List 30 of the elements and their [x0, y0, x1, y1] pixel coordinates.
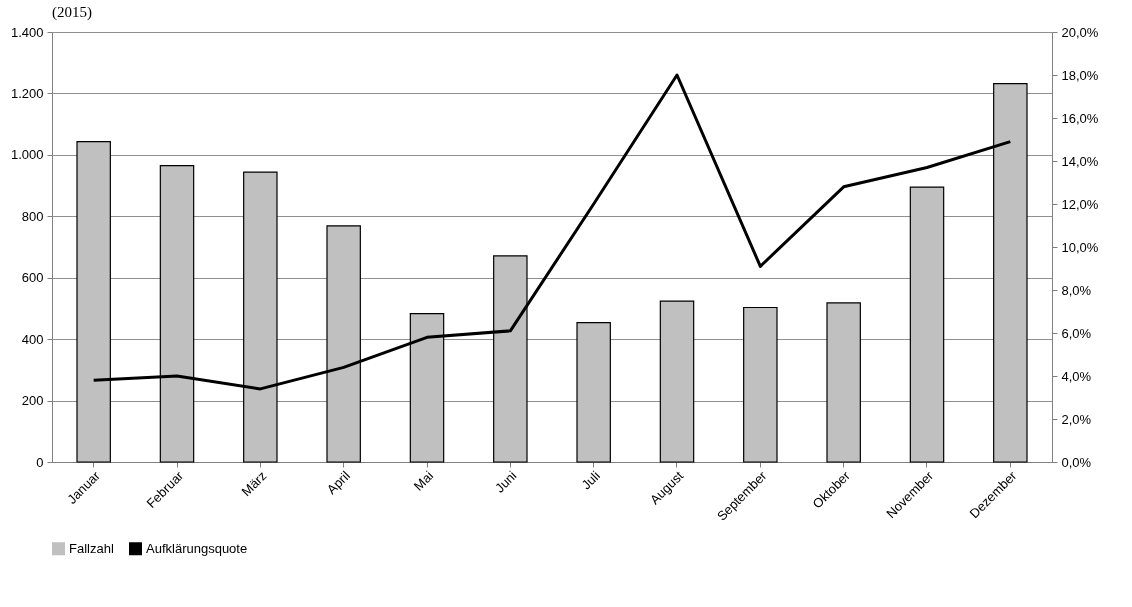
- y-tick-label: 1.200: [10, 85, 44, 101]
- bar: [743, 306, 778, 463]
- x-tick-label: Juli: [578, 468, 603, 493]
- y2-tick-label: 20,0%: [1061, 24, 1099, 40]
- x-tick-label: Mai: [410, 468, 437, 494]
- y-tick-label: 400: [21, 331, 44, 347]
- y2-tick-label: 6,0%: [1061, 325, 1092, 341]
- y-tick-label: 0: [36, 454, 44, 470]
- bar: [826, 302, 861, 463]
- y-tick-label: 1.000: [10, 147, 44, 163]
- legend-label: Fallzahl: [69, 540, 114, 556]
- x-tick-label: Juni: [492, 468, 520, 496]
- y2-tick-label: 2,0%: [1061, 411, 1092, 427]
- bar: [576, 321, 611, 463]
- y2-tick-label: 8,0%: [1061, 282, 1092, 298]
- y2-tick-label: 18,0%: [1061, 67, 1099, 83]
- y2-tick-label: 0,0%: [1061, 454, 1092, 470]
- y2-tick-label: 4,0%: [1061, 368, 1092, 384]
- bar: [909, 186, 945, 463]
- y2-tick-label: 10,0%: [1061, 239, 1099, 255]
- y-tick-label: 800: [21, 208, 44, 224]
- chart-title: (2015): [52, 4, 92, 21]
- legend-label: Aufklärungsquote: [146, 540, 248, 556]
- y-tick-label: 600: [21, 270, 44, 286]
- y2-tick-label: 12,0%: [1061, 196, 1099, 212]
- bar: [659, 300, 695, 463]
- y2-tick-label: 16,0%: [1061, 110, 1099, 126]
- y2-tick-label: 14,0%: [1061, 153, 1099, 169]
- y-tick-label: 1.400: [10, 24, 44, 40]
- y-tick-label: 200: [21, 393, 44, 409]
